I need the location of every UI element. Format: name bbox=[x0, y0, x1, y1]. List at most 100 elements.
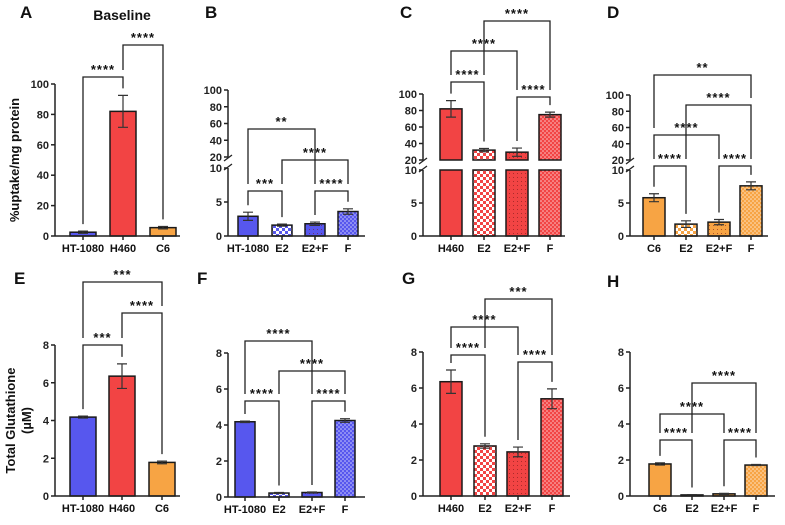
error-bar bbox=[512, 147, 522, 157]
y-tick-label: 0 bbox=[43, 231, 49, 243]
x-tick-label: E2 bbox=[478, 503, 491, 515]
x-tick-label: HT-1080 bbox=[227, 243, 269, 255]
y-tick-label: 10 bbox=[210, 163, 222, 175]
y-tick-label: 10 bbox=[612, 165, 624, 177]
error-bar bbox=[307, 491, 317, 494]
panel-letter: A bbox=[20, 3, 32, 22]
bar-f bbox=[334, 419, 356, 498]
y-tick-label: 5 bbox=[216, 197, 222, 209]
y-tick-label: 40 bbox=[405, 139, 417, 151]
error-bar bbox=[118, 94, 128, 128]
error-bar bbox=[649, 193, 659, 203]
x-tick-label: E2+F bbox=[299, 504, 326, 516]
bar-f bbox=[337, 210, 359, 237]
bar-e2+f-lower bbox=[505, 169, 529, 237]
significance-label: **** bbox=[505, 6, 529, 21]
y-tick-label: 0 bbox=[216, 231, 222, 243]
error-bar bbox=[655, 462, 665, 466]
y-tick-label: 5 bbox=[618, 198, 624, 210]
error-bar bbox=[547, 388, 557, 410]
error-bar bbox=[78, 230, 88, 234]
panel-letter: E bbox=[14, 269, 25, 288]
error-bar bbox=[681, 220, 691, 229]
bar-c6 bbox=[642, 196, 666, 237]
y-axis-label-unit: (µM) bbox=[19, 407, 34, 434]
error-bar bbox=[446, 100, 456, 118]
error-bar bbox=[719, 492, 729, 495]
x-tick-label: E2+F bbox=[302, 243, 329, 255]
significance-label: **** bbox=[723, 151, 747, 166]
x-tick-label: HT-1080 bbox=[62, 243, 104, 255]
y-tick-label: 20 bbox=[37, 201, 49, 213]
significance-bracket bbox=[247, 190, 283, 218]
significance-bracket bbox=[723, 439, 757, 487]
bar-h460-lower bbox=[439, 169, 463, 237]
significance-label: **** bbox=[250, 386, 274, 401]
significance-label: **** bbox=[316, 386, 340, 401]
y-tick-label: 6 bbox=[618, 383, 624, 395]
x-tick-label: E2+F bbox=[711, 503, 738, 515]
significance-label: **** bbox=[712, 368, 736, 383]
y-axis-label: %uptake/mg protein bbox=[7, 98, 22, 222]
y-tick-label: 80 bbox=[612, 106, 624, 118]
x-tick-label: F bbox=[748, 243, 755, 255]
y-tick-label: 100 bbox=[204, 85, 222, 97]
axis-break-mark bbox=[223, 154, 233, 171]
significance-bracket bbox=[247, 128, 316, 184]
error-bar bbox=[513, 446, 523, 458]
bar-ht-1080 bbox=[69, 416, 97, 497]
significance-bracket bbox=[516, 96, 551, 142]
bar-f bbox=[538, 113, 562, 161]
x-tick-label: F bbox=[753, 503, 760, 515]
x-tick-label: HT-1080 bbox=[62, 503, 104, 515]
bar-c6 bbox=[648, 463, 672, 497]
bar-c6 bbox=[148, 461, 176, 497]
significance-bracket bbox=[659, 439, 693, 488]
y-tick-label: 4 bbox=[618, 419, 625, 431]
y-tick-label: 6 bbox=[216, 384, 222, 396]
significance-bracket bbox=[450, 81, 485, 142]
y-tick-label: 20 bbox=[612, 155, 624, 167]
significance-label: **** bbox=[728, 425, 752, 440]
y-tick-label: 40 bbox=[612, 139, 624, 151]
significance-bracket bbox=[311, 400, 346, 485]
bar-e2 bbox=[271, 224, 293, 237]
y-tick-label: 40 bbox=[210, 135, 222, 147]
x-tick-label: H460 bbox=[438, 503, 464, 515]
x-tick-label: F bbox=[549, 503, 556, 515]
significance-label: **** bbox=[664, 425, 688, 440]
significance-bracket bbox=[653, 74, 752, 128]
axis-break-mark bbox=[418, 157, 428, 173]
panel-letter: F bbox=[197, 269, 207, 288]
error-bar bbox=[240, 420, 250, 424]
significance-label: **** bbox=[91, 62, 115, 77]
significance-label: *** bbox=[509, 284, 527, 299]
y-tick-label: 4 bbox=[411, 419, 418, 431]
error-bar bbox=[274, 491, 284, 495]
y-tick-label: 80 bbox=[37, 109, 49, 121]
x-tick-label: C6 bbox=[647, 243, 661, 255]
y-tick-label: 80 bbox=[405, 106, 417, 118]
y-tick-label: 2 bbox=[618, 455, 624, 467]
error-bar bbox=[310, 221, 320, 227]
panel-e: E Total Glutathione (µM) HT-1080 H460 C6 0 2 4 6 8… bbox=[3, 267, 180, 515]
significance-label: *** bbox=[93, 330, 111, 345]
panel-letter: H bbox=[607, 272, 619, 291]
bar-f-lower bbox=[538, 169, 562, 237]
significance-label: **** bbox=[455, 67, 479, 82]
error-bar bbox=[480, 443, 490, 449]
y-tick-label: 20 bbox=[210, 152, 222, 164]
y-tick-label: 6 bbox=[43, 378, 49, 390]
error-bar bbox=[243, 211, 253, 221]
significance-label: **** bbox=[266, 326, 290, 341]
error-bar bbox=[446, 369, 456, 394]
significance-bracket bbox=[691, 382, 757, 433]
x-tick-label: E2+F bbox=[504, 243, 531, 255]
significance-bracket bbox=[450, 354, 486, 437]
